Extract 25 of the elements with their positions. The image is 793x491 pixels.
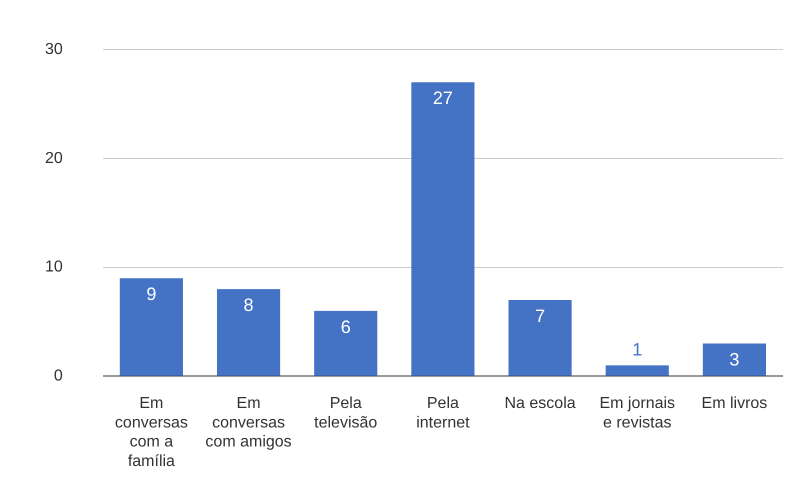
bar	[120, 278, 183, 376]
y-tick-label: 10	[45, 258, 63, 276]
x-tick-label: Pela internet	[416, 395, 470, 432]
data-label: 8	[244, 295, 254, 316]
data-label: 9	[146, 284, 156, 304]
data-label: 3	[729, 350, 740, 370]
bar	[314, 310, 378, 376]
data-label: 6	[340, 316, 351, 337]
bar	[216, 289, 280, 376]
y-tick-label: 20	[45, 150, 63, 167]
bar	[606, 365, 669, 376]
data-label: 27	[432, 88, 453, 108]
x-tick-label: Em conversas com amigos	[205, 395, 292, 451]
x-tick-label: Pela televisão	[314, 395, 378, 432]
bar	[411, 82, 474, 376]
x-tick-label: Em livros	[702, 395, 768, 412]
x-tick-label: Em jornais e revistas	[599, 395, 676, 432]
data-label: 7	[535, 306, 546, 326]
y-tick-label: 0	[54, 368, 63, 385]
data-label: 1	[632, 339, 642, 360]
bar	[508, 300, 572, 376]
x-tick-label: Na escola	[504, 395, 576, 412]
y-tick-label: 30	[45, 41, 63, 58]
bar	[702, 344, 766, 376]
x-tick-label: Em conversas com a família	[114, 395, 188, 470]
